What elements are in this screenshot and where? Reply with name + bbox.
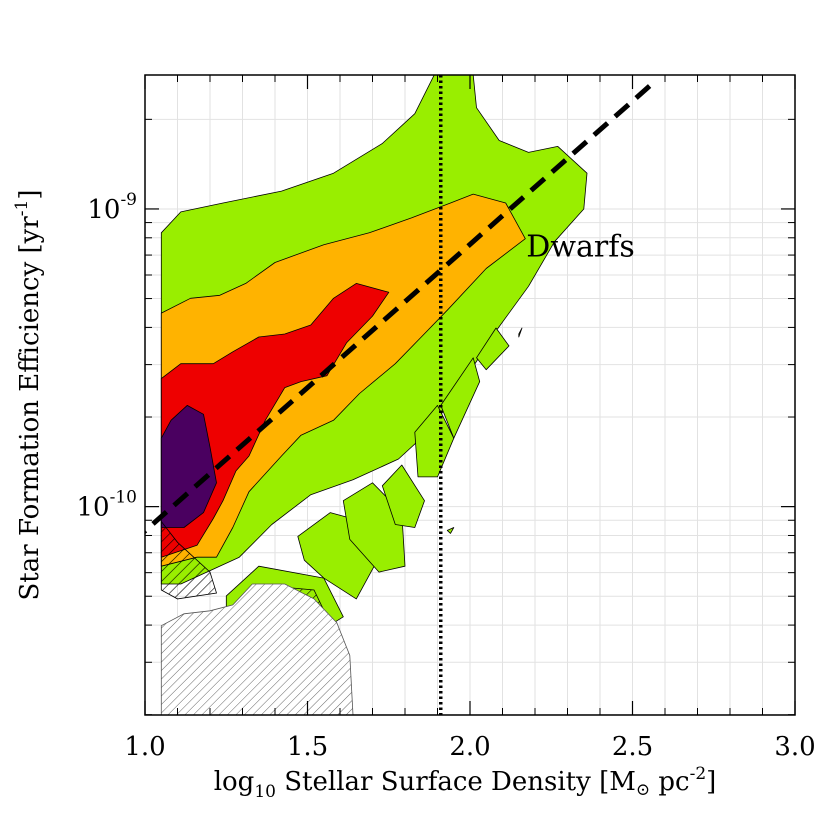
x-tick-label: 2.5 [612, 732, 653, 762]
contour-level1 [518, 327, 523, 338]
contour-regions [160, 75, 588, 668]
contour-level1 [414, 404, 455, 478]
contour-level1 [476, 327, 510, 371]
x-tick-label: 1.5 [287, 732, 328, 762]
y-tick-label: 10-9 [87, 190, 137, 225]
contour-level1 [381, 464, 425, 528]
x-tick-label: 2.0 [449, 732, 490, 762]
dwarfs-annotation: Dwarfs [526, 230, 634, 265]
y-axis-title: Star Formation Efficiency [yr-1] [12, 189, 45, 600]
contour-level2 [160, 193, 526, 567]
x-tick-label: 3.0 [774, 732, 815, 762]
hatched-region [160, 583, 354, 715]
fit-line-dashed [145, 82, 654, 535]
tick-labels: 1.0 1.5 2.0 2.5 3.0 10-10 10-9 [77, 190, 816, 762]
hatched-region [160, 520, 218, 600]
hatched-regions [160, 520, 354, 715]
contour-level3 [160, 282, 390, 558]
x-axis-title: log10 Stellar Surface Density [M⊙ pc-2] [214, 764, 717, 802]
contour-level1 [440, 357, 481, 439]
axis-ticks [144, 75, 796, 716]
y-tick-label: 10-10 [77, 488, 137, 523]
contour-level4 [160, 404, 217, 528]
x-tick-label: 1.0 [124, 732, 165, 762]
reference-lines [145, 75, 654, 715]
contour-level1 [446, 527, 455, 534]
